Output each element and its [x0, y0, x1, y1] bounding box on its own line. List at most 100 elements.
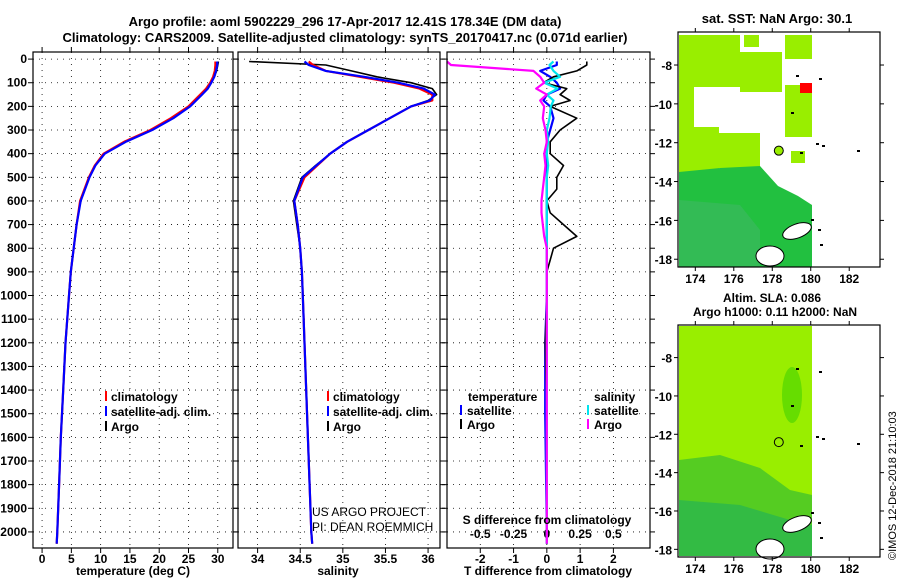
sst-data-region — [679, 35, 740, 87]
panel-3: -2 -1 0 1 2-0.5 -0.25 0 0.25 0.5 — [442, 47, 655, 566]
s-tick-label: -0.25 — [500, 527, 528, 541]
lat-tick-label: -16 — [655, 214, 673, 228]
lat-tick-label: -14 — [655, 176, 673, 190]
x-tick-label: 10 — [94, 552, 108, 566]
y-tick-label: 1000 — [0, 289, 27, 303]
island-vanua-levu — [782, 222, 812, 240]
x-tick-label: 34.5 — [289, 552, 313, 566]
series-satellite-adj-clim- — [55, 61, 219, 544]
legend-label: satellite-adj. clim. — [111, 405, 211, 419]
legend-marker-argo — [105, 421, 107, 431]
sst-data-region — [785, 35, 812, 59]
y-tick-label: 200 — [7, 99, 27, 113]
lon-tick-label: 180 — [801, 272, 821, 286]
legend-title-temperature: temperature — [468, 390, 538, 404]
island — [791, 405, 794, 407]
x-tick-label: 0 — [543, 552, 550, 566]
legend-label: Argo — [111, 420, 139, 434]
lat-tick-label: -8 — [661, 352, 672, 366]
island — [857, 150, 860, 152]
lat-tick-label: -18 — [655, 253, 673, 267]
lat-tick-label: -12 — [655, 428, 673, 442]
sst-data-region — [702, 133, 760, 168]
x-tick-label: 0 — [39, 552, 46, 566]
y-tick-label: 400 — [7, 147, 27, 161]
island — [816, 143, 819, 145]
legend-label: Argo — [594, 418, 622, 432]
x-tick-label: 30 — [211, 552, 225, 566]
title-line-1: Argo profile: aoml 5902229_296 17-Apr-20… — [129, 14, 562, 29]
lat-tick-label: -8 — [661, 59, 672, 73]
y-tick-label: 1800 — [0, 478, 27, 492]
legend-label: Argo — [467, 418, 495, 432]
argo-location-marker — [773, 437, 784, 448]
series-salinity-argo — [446, 60, 548, 544]
sst-data-region — [785, 85, 812, 137]
y-tick-label: 1400 — [0, 383, 27, 397]
y-tick-label: 300 — [7, 123, 27, 137]
x-tick-label: 1 — [577, 552, 584, 566]
x-tick-label: 34 — [251, 552, 265, 566]
sst-argo-value-marker — [800, 83, 812, 93]
sla-map-subtitle: Argo h1000: 0.11 h2000: NaN — [693, 305, 857, 319]
y-tick-label: 0 — [20, 52, 27, 66]
y-tick-label: 1900 — [0, 501, 27, 515]
x-tick-label: -2 — [475, 552, 486, 566]
island — [820, 244, 823, 246]
legend-label: satellite — [594, 404, 639, 418]
y-tick-label: 900 — [7, 265, 27, 279]
legend-marker-argo — [327, 421, 329, 431]
lon-tick-label: 176 — [724, 272, 744, 286]
x-tick-label: 25 — [182, 552, 196, 566]
y-tick-label: 500 — [7, 170, 27, 184]
island — [811, 219, 814, 221]
legend-label: climatology — [333, 390, 400, 404]
y-tick-label: 100 — [7, 76, 27, 90]
legend-label: satellite — [467, 404, 512, 418]
lat-tick-label: -12 — [655, 137, 673, 151]
x-tick-label: 36 — [421, 552, 435, 566]
island — [818, 522, 821, 524]
island-vanua-levu — [782, 515, 812, 533]
lat-tick-label: -16 — [655, 505, 673, 519]
argo-location-marker — [773, 145, 784, 156]
sst-map-title: sat. SST: NaN Argo: 30.1 — [702, 11, 853, 26]
island — [796, 368, 799, 370]
y-tick-label: 1300 — [0, 359, 27, 373]
lon-tick-label: 182 — [839, 272, 859, 286]
legend-title-salinity: salinity — [594, 390, 636, 404]
s-tick-label: -0.5 — [470, 527, 491, 541]
x-tick-label: 35.5 — [374, 552, 398, 566]
plot-frame — [237, 51, 441, 549]
island — [857, 443, 860, 445]
legend-marker-satellite — [327, 406, 329, 416]
x-axis-label-temperature: temperature (deg C) — [76, 564, 190, 578]
sst-data-region — [740, 52, 782, 92]
sst-data-region — [744, 35, 759, 47]
x-axis-label-salinity: salinity — [317, 564, 359, 578]
island — [800, 152, 803, 154]
y-tick-label: 1600 — [0, 430, 27, 444]
lat-tick-label: -18 — [655, 543, 673, 557]
map-frame — [677, 31, 881, 268]
sst-data-region — [679, 200, 760, 267]
lon-tick-label: 176 — [724, 562, 744, 576]
legend-marker-temp-satellite — [460, 405, 462, 415]
lon-tick-label: 174 — [685, 272, 705, 286]
lon-tick-label: 174 — [685, 562, 705, 576]
island-viti-levu — [755, 245, 785, 267]
island-viti-levu — [755, 538, 785, 560]
island — [791, 112, 794, 114]
island — [816, 436, 819, 438]
s-tick-label: 0.25 — [568, 527, 592, 541]
series-climatology — [55, 61, 217, 544]
sla-map-title: Altim. SLA: 0.086 — [723, 291, 821, 305]
island — [818, 229, 821, 231]
sst-data-region — [679, 87, 694, 127]
island — [819, 371, 822, 373]
legend-label: Argo — [333, 420, 361, 434]
lon-tick-label: 178 — [762, 562, 782, 576]
x-tick-label: 35 — [336, 552, 350, 566]
island — [820, 537, 823, 539]
